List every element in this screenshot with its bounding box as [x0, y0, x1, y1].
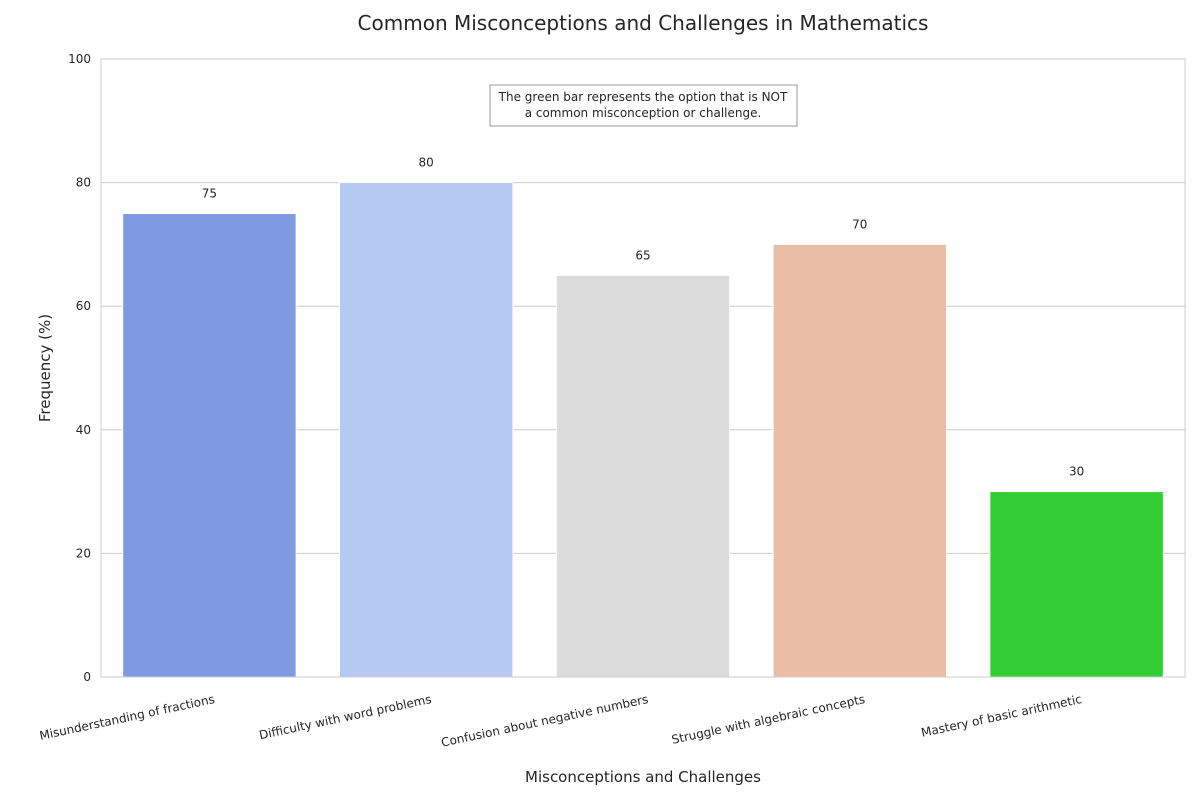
y-axis-label: Frequency (%): [36, 314, 54, 422]
category-label-5: Mastery of basic arithmetic: [920, 692, 1083, 740]
data-labels: 75 80 65 70 30: [202, 156, 1084, 479]
data-label-5: 30: [1069, 465, 1084, 479]
bar-5: [989, 491, 1164, 678]
bars: [122, 182, 1164, 678]
annotation-border: [489, 84, 798, 127]
data-label-4: 70: [852, 217, 867, 231]
chart-title: Common Misconceptions and Challenges in …: [358, 11, 929, 35]
bar-4: [772, 243, 948, 678]
y-tick-label-40: 40: [76, 423, 91, 437]
category-label-3: Confusion about negative numbers: [440, 692, 650, 750]
bar-2: [338, 182, 514, 678]
annotation-line-2: a common misconception or challenge.: [525, 106, 762, 120]
y-tick-label-0: 0: [83, 670, 91, 684]
x-axis-label: Misconceptions and Challenges: [525, 768, 761, 786]
bar-1: [122, 213, 297, 678]
y-tick-label-60: 60: [76, 299, 91, 313]
annotation-line-1: The green bar represents the option that…: [498, 90, 788, 104]
y-tick-labels: 0 20 40 60 80 100: [68, 52, 91, 684]
category-label-2: Difficulty with word problems: [258, 692, 433, 742]
bar-3: [555, 274, 731, 678]
y-tick-label-80: 80: [76, 176, 91, 190]
plot-frame: [100, 58, 1186, 678]
category-label-4: Struggle with algebraic concepts: [670, 692, 866, 747]
data-label-2: 80: [419, 156, 434, 170]
data-label-1: 75: [202, 187, 217, 201]
y-tick-label-20: 20: [76, 546, 91, 560]
x-tick-labels: Misunderstanding of fractions Difficulty …: [38, 692, 1083, 750]
y-tick-label-100: 100: [68, 52, 91, 66]
category-label-1: Misunderstanding of fractions: [38, 692, 216, 743]
data-label-3: 65: [635, 248, 650, 262]
annotation-box: The green bar represents the option that…: [489, 84, 798, 127]
